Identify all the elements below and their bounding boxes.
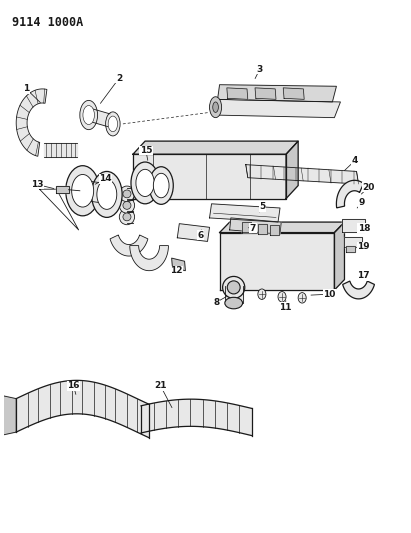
Polygon shape xyxy=(227,88,248,99)
Ellipse shape xyxy=(210,97,222,118)
Polygon shape xyxy=(141,399,252,435)
Polygon shape xyxy=(217,85,336,102)
Text: 14: 14 xyxy=(99,174,112,183)
Polygon shape xyxy=(242,222,251,231)
Polygon shape xyxy=(127,188,133,200)
Text: 16: 16 xyxy=(67,381,80,390)
Text: 2: 2 xyxy=(116,74,122,83)
Polygon shape xyxy=(270,225,279,235)
Polygon shape xyxy=(343,281,374,299)
Polygon shape xyxy=(172,258,185,271)
Polygon shape xyxy=(110,235,148,256)
Ellipse shape xyxy=(108,116,118,132)
Ellipse shape xyxy=(97,180,117,209)
Ellipse shape xyxy=(227,281,240,294)
Polygon shape xyxy=(342,220,365,231)
Ellipse shape xyxy=(123,201,131,209)
Polygon shape xyxy=(246,165,358,184)
Ellipse shape xyxy=(153,173,169,198)
Polygon shape xyxy=(225,286,242,303)
Polygon shape xyxy=(255,88,276,99)
Ellipse shape xyxy=(83,106,95,125)
Circle shape xyxy=(298,293,306,303)
Text: 9114 1000A: 9114 1000A xyxy=(12,16,83,29)
Polygon shape xyxy=(4,396,16,435)
Text: 10: 10 xyxy=(323,289,336,298)
Text: 12: 12 xyxy=(170,266,183,275)
Polygon shape xyxy=(337,180,364,208)
Ellipse shape xyxy=(225,297,242,309)
Polygon shape xyxy=(16,89,47,156)
Ellipse shape xyxy=(106,112,120,136)
Ellipse shape xyxy=(119,198,135,213)
Text: 15: 15 xyxy=(140,146,152,155)
Polygon shape xyxy=(214,99,340,118)
Polygon shape xyxy=(86,181,106,203)
Polygon shape xyxy=(344,237,362,247)
Polygon shape xyxy=(219,232,335,290)
Polygon shape xyxy=(44,143,76,157)
Text: 1: 1 xyxy=(23,84,30,93)
Polygon shape xyxy=(286,141,298,199)
Text: 18: 18 xyxy=(358,224,370,233)
Text: 6: 6 xyxy=(198,231,204,240)
Polygon shape xyxy=(133,141,298,154)
Polygon shape xyxy=(346,246,355,253)
Circle shape xyxy=(258,289,266,300)
Text: 13: 13 xyxy=(31,180,44,189)
Polygon shape xyxy=(335,222,344,290)
Ellipse shape xyxy=(131,162,159,204)
Text: 3: 3 xyxy=(257,64,263,74)
Ellipse shape xyxy=(119,186,135,201)
Polygon shape xyxy=(219,222,344,232)
Polygon shape xyxy=(56,185,69,193)
Polygon shape xyxy=(230,218,281,234)
Polygon shape xyxy=(127,199,133,212)
Ellipse shape xyxy=(72,174,94,207)
Polygon shape xyxy=(258,224,267,233)
Polygon shape xyxy=(127,211,133,223)
Ellipse shape xyxy=(80,100,97,130)
Text: 4: 4 xyxy=(351,157,358,165)
Text: 9: 9 xyxy=(358,198,365,207)
Text: 11: 11 xyxy=(279,303,291,312)
Ellipse shape xyxy=(136,169,154,197)
Polygon shape xyxy=(283,88,304,99)
Circle shape xyxy=(278,292,286,302)
Polygon shape xyxy=(130,246,169,271)
Text: 21: 21 xyxy=(154,381,166,390)
Ellipse shape xyxy=(213,102,218,112)
Polygon shape xyxy=(210,204,280,222)
Ellipse shape xyxy=(119,209,135,225)
Polygon shape xyxy=(242,228,266,232)
Text: 7: 7 xyxy=(250,224,256,233)
Ellipse shape xyxy=(66,166,99,216)
Text: 19: 19 xyxy=(358,242,370,251)
Polygon shape xyxy=(16,381,149,438)
Polygon shape xyxy=(90,109,110,127)
Ellipse shape xyxy=(223,277,245,298)
Text: 8: 8 xyxy=(214,297,220,306)
Ellipse shape xyxy=(123,190,131,198)
Text: 5: 5 xyxy=(260,203,266,212)
Ellipse shape xyxy=(92,172,122,217)
Polygon shape xyxy=(177,224,210,241)
Text: 17: 17 xyxy=(358,271,370,280)
Polygon shape xyxy=(133,154,286,199)
Ellipse shape xyxy=(149,167,173,204)
Ellipse shape xyxy=(123,213,131,221)
Text: 20: 20 xyxy=(363,183,375,191)
